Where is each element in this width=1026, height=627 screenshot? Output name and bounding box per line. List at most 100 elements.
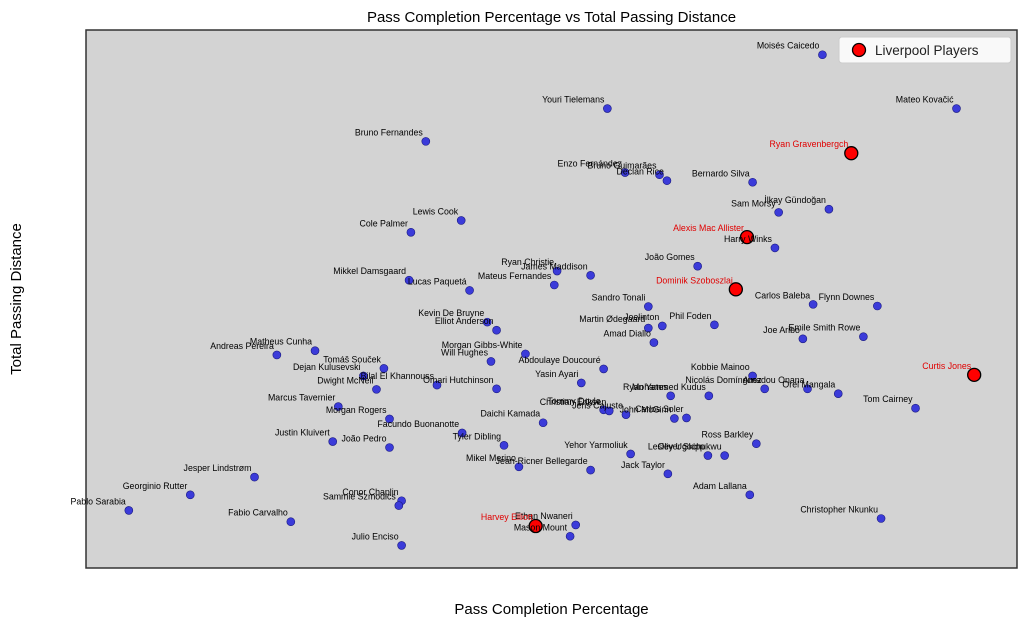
- player-label: Fabio Carvalho: [228, 508, 288, 518]
- player-point: [465, 286, 474, 295]
- player-label: Tyler Dibling: [453, 431, 502, 441]
- player-point: [703, 451, 713, 460]
- player-point: [286, 517, 296, 527]
- player-label: Morgan Gibbs-White: [442, 340, 523, 350]
- player-label: Sam Morsy: [731, 198, 776, 208]
- player-point: [873, 301, 882, 311]
- player-label: Jens Cajuste: [572, 401, 623, 411]
- plot-area: [85, 29, 1018, 569]
- player-point: [549, 280, 559, 290]
- player-label: Yasin Ayari: [535, 369, 578, 379]
- player-label: Jack Taylor: [621, 460, 665, 470]
- player-point: [394, 501, 404, 510]
- player-label: Bruno Guimarães: [588, 161, 658, 171]
- liverpool-player-point: [528, 518, 543, 534]
- player-label: Cole Palmer: [360, 218, 408, 228]
- liverpool-player-point: [967, 367, 982, 383]
- player-point: [748, 371, 757, 381]
- player-point: [798, 334, 808, 344]
- player-label: Dejan Kulusevski: [293, 362, 361, 372]
- player-point: [514, 462, 524, 472]
- player-label: Phil Foden: [669, 311, 711, 321]
- player-label: Facundo Buonanotte: [377, 419, 459, 429]
- player-point: [456, 216, 466, 225]
- player-label: Martin Ødegaard: [579, 314, 645, 324]
- player-label: Adam Lallana: [693, 481, 747, 491]
- player-point: [704, 391, 714, 401]
- player-point: [124, 506, 134, 515]
- liverpool-player-label: Harvey Elliott: [481, 512, 533, 522]
- player-label: Joe Aribo: [763, 325, 800, 335]
- player-label: Declan Rice: [617, 167, 665, 177]
- player-point: [552, 266, 562, 276]
- player-point: [482, 317, 492, 327]
- y-axis-label: Total Passing Distance: [8, 223, 25, 375]
- player-label: Christopher Nkunku: [800, 505, 878, 515]
- player-point: [720, 451, 729, 460]
- player-point: [693, 261, 702, 271]
- player-point: [397, 541, 406, 550]
- player-label: João Gomes: [645, 252, 695, 262]
- player-label: Elliot Anderson: [435, 316, 494, 326]
- player-point: [334, 402, 343, 411]
- player-point: [760, 384, 769, 394]
- player-point: [385, 443, 394, 452]
- player-label: Nicolás Domínguez: [685, 375, 761, 385]
- player-label: Youri Tielemans: [542, 95, 605, 105]
- player-point: [565, 531, 575, 541]
- player-label: Orel Mangala: [782, 380, 835, 390]
- player-point: [586, 465, 595, 475]
- player-label: Sammie Szmodics: [323, 492, 396, 502]
- player-point: [576, 378, 586, 388]
- legend-box: [838, 36, 1012, 64]
- player-label: Oliver Skipp: [657, 442, 705, 452]
- player-label: Jean-Ricner Bellegarde: [496, 456, 588, 466]
- player-point: [586, 271, 595, 280]
- player-point: [655, 170, 664, 180]
- player-label: Kobbie Mainoo: [691, 362, 750, 372]
- player-label: Mikel Merino: [466, 453, 516, 463]
- player-label: Yehor Yarmoliuk: [564, 440, 628, 450]
- legend-marker: [851, 42, 867, 58]
- player-label: João Pedro: [342, 433, 387, 443]
- player-point: [644, 323, 653, 333]
- player-point: [774, 208, 783, 217]
- player-label: Tommy Doyle: [547, 396, 600, 406]
- player-label: Lewis Cook: [413, 206, 459, 216]
- player-point: [603, 104, 612, 113]
- player-label: Kevin De Bruyne: [418, 308, 484, 318]
- player-point: [710, 320, 719, 330]
- player-label: Mateus Fernandes: [478, 271, 552, 281]
- player-point: [682, 413, 691, 423]
- player-point: [748, 177, 757, 187]
- player-label: Emile Smith Rowe: [789, 323, 861, 333]
- player-point: [859, 332, 868, 341]
- player-point: [310, 346, 320, 355]
- player-point: [808, 300, 818, 309]
- player-point: [824, 204, 834, 214]
- player-label: Bernardo Silva: [692, 168, 750, 178]
- player-label: Bruno Fernandes: [355, 127, 424, 137]
- player-point: [185, 490, 195, 500]
- player-point: [599, 364, 608, 374]
- player-label: Abdoulaye Doucouré: [518, 355, 600, 365]
- player-point: [521, 349, 530, 359]
- player-point: [752, 439, 761, 449]
- legend: Liverpool Players: [838, 36, 1012, 64]
- player-label: Christian Eriksen: [540, 397, 607, 407]
- player-label: Mohammed Kudus: [632, 382, 706, 392]
- player-point: [670, 414, 679, 423]
- player-point: [372, 385, 381, 394]
- player-label: Ross Barkley: [701, 430, 753, 440]
- player-point: [663, 469, 673, 479]
- player-label: Andreas Pereira: [210, 341, 274, 351]
- player-label: Will Hughes: [441, 347, 489, 357]
- x-axis-label: Pass Completion Percentage: [454, 601, 648, 618]
- player-label: Omari Hutchinson: [423, 375, 494, 385]
- player-label: Julio Enciso: [352, 531, 399, 541]
- player-label: Flynn Downes: [819, 292, 875, 302]
- player-label: James Maddison: [521, 261, 588, 271]
- player-label: Georginio Rutter: [123, 481, 188, 491]
- player-point: [457, 428, 467, 438]
